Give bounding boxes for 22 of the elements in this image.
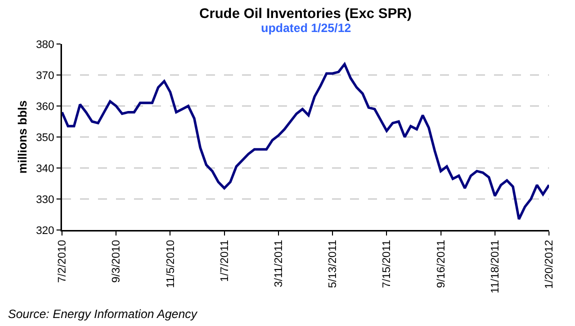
chart-title: Crude Oil Inventories (Exc SPR): [199, 4, 412, 21]
y-tick-label: 330: [36, 194, 54, 206]
chart-subtitle: updated 1/25/12: [261, 21, 352, 35]
y-tick-label: 350: [36, 132, 54, 144]
x-tick-label: 11/18/2011: [489, 240, 502, 294]
x-tick-label: 7/2/2010: [56, 240, 69, 283]
x-tick-label: 9/3/2010: [110, 240, 123, 283]
y-tick-label: 380: [36, 38, 54, 51]
y-tick-label: 360: [36, 100, 54, 113]
y-axis-title: millions bbls: [15, 100, 30, 174]
source-note: Source: Energy Information Agency: [8, 307, 198, 321]
x-tick-label: 9/16/2011: [435, 240, 448, 288]
x-tick-label: 1/7/2011: [218, 240, 231, 282]
x-tick-label: 7/15/2011: [381, 240, 394, 288]
y-tick-label: 320: [36, 224, 54, 237]
y-tick-label: 340: [36, 162, 54, 175]
y-tick-label: 370: [36, 70, 54, 82]
x-tick-label: 11/5/2010: [164, 240, 177, 288]
x-tick-label: 1/20/2012: [544, 240, 556, 289]
line-series: [62, 62, 549, 220]
x-tick-label: 5/13/2011: [327, 240, 340, 288]
x-tick-label: 3/11/2011: [273, 240, 286, 288]
